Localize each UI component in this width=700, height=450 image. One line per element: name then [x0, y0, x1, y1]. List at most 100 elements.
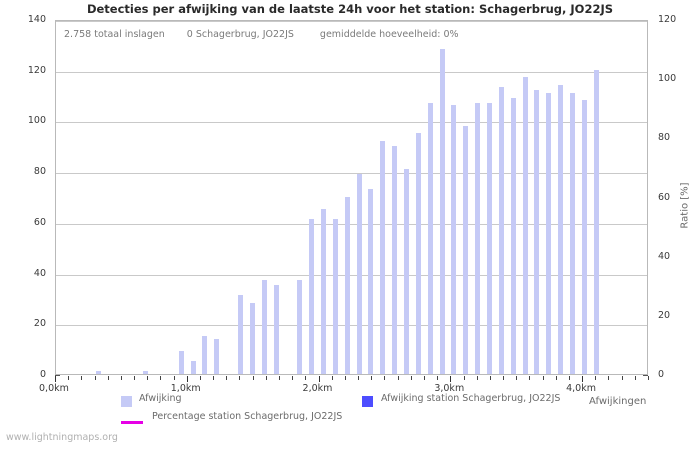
subtitle-average: gemiddelde hoeveelheid: 0%	[319, 29, 459, 40]
bar	[487, 102, 493, 374]
bar	[522, 77, 528, 374]
bar	[415, 133, 421, 374]
gridline	[56, 21, 647, 22]
x-axis-major-tick-mark	[186, 376, 188, 382]
legend-label[interactable]: Afwijking	[139, 393, 182, 404]
legend-color-swatch	[362, 396, 373, 407]
y-axis-left-tick-label: 80	[33, 166, 46, 178]
bar	[190, 361, 196, 374]
bar	[202, 335, 208, 374]
bar	[178, 351, 184, 374]
y-axis-left-tick-label: 140	[27, 14, 46, 25]
x-axis-tick-label: 0,0km	[39, 383, 69, 394]
x-axis-minor-tick-mark	[120, 376, 122, 380]
x-axis-minor-tick-mark	[397, 376, 399, 380]
bar	[297, 280, 303, 374]
y-axis-left-tick-label: 0	[39, 369, 46, 380]
x-axis-tick-label: 1,0km	[170, 383, 201, 394]
bar	[534, 90, 540, 374]
x-axis-major-tick-mark	[450, 376, 452, 382]
x-axis-minor-tick-mark	[555, 376, 557, 380]
bar	[581, 100, 587, 374]
bar	[321, 209, 326, 374]
plot-area: 2.758 totaal inslagen 0 Schagerbrug, JO22…	[55, 20, 648, 375]
x-axis-minor-tick-mark	[371, 376, 373, 380]
y-axis-right-tick-label: 0	[658, 369, 665, 380]
x-axis-major-tick-mark	[582, 376, 584, 382]
y-axis-right-tick-label: 20	[658, 309, 671, 321]
y-axis-right-tick-label: 100	[658, 73, 677, 85]
x-axis-minor-tick-mark	[476, 376, 478, 380]
bar	[368, 188, 374, 374]
x-axis-minor-tick-mark	[634, 376, 636, 380]
bar	[273, 285, 279, 374]
x-axis-minor-tick-mark	[595, 376, 597, 380]
y-axis-right-tick-label: 60	[658, 191, 671, 203]
bar	[439, 49, 445, 374]
bar	[249, 303, 255, 374]
chart-title: Detecties per afwijking van de laatste 2…	[86, 2, 614, 16]
y-axis-right-tick-mark	[643, 375, 648, 376]
gridline	[56, 122, 647, 124]
watermark: www.lightningmaps.org	[6, 432, 118, 443]
bar	[463, 125, 469, 374]
x-axis-major-tick-mark	[318, 376, 320, 382]
x-axis-minor-tick-mark	[437, 376, 439, 380]
x-axis-minor-tick-mark	[384, 376, 386, 380]
x-axis-minor-tick-mark	[410, 376, 412, 380]
x-axis-minor-tick-mark	[529, 376, 531, 380]
bar	[427, 102, 433, 374]
x-axis-minor-tick-mark	[265, 376, 267, 380]
x-axis-minor-tick-mark	[463, 376, 465, 380]
y-axis-right-tick-label: 80	[658, 132, 671, 144]
x-axis-minor-tick-mark	[568, 376, 570, 380]
x-axis-minor-tick-mark	[344, 376, 346, 380]
x-axis-minor-tick-mark	[226, 376, 228, 380]
bar	[332, 219, 338, 374]
x-axis-minor-tick-mark	[147, 376, 149, 380]
y-axis-left-tick-label: 20	[33, 318, 46, 330]
x-axis-major-tick-mark	[55, 376, 56, 382]
y-axis-left-tick-label: 100	[27, 115, 46, 127]
subtitle-station-count: 0 Schagerbrug, JO22JS	[186, 29, 294, 40]
bar-series	[56, 21, 647, 374]
x-axis-minor-tick-mark	[423, 376, 425, 380]
bar	[451, 105, 457, 374]
bar	[237, 295, 243, 374]
bar	[214, 338, 220, 374]
x-axis-minor-tick-mark	[358, 376, 360, 380]
bar	[510, 97, 516, 374]
bar	[475, 102, 481, 374]
legend-label[interactable]: Afwijking station Schagerbrug, JO22JS	[381, 393, 561, 404]
x-axis-tick-label: 3,0km	[434, 383, 465, 394]
x-axis-minor-tick-mark	[134, 376, 136, 380]
x-axis-minor-tick-mark	[199, 376, 201, 380]
legend-line-swatch	[121, 421, 143, 424]
y-axis-left-tick-label: 60	[33, 216, 46, 228]
gridline	[56, 71, 647, 73]
bar	[404, 168, 410, 374]
bar	[356, 173, 362, 374]
y-axis-right-label: Ratio [%]	[679, 182, 691, 229]
x-axis-minor-tick-mark	[81, 376, 83, 380]
bar	[309, 219, 315, 374]
legend-color-swatch	[121, 396, 132, 407]
bar	[570, 92, 576, 374]
bar	[95, 371, 101, 374]
bar	[344, 196, 350, 374]
x-axis-minor-tick-mark	[107, 376, 109, 380]
subtitle-total: 2.758 totaal inslagen	[64, 29, 165, 40]
x-axis-minor-tick-mark	[252, 376, 254, 380]
bar	[498, 87, 504, 374]
bar	[261, 280, 267, 374]
gridline	[56, 223, 647, 225]
gridline	[56, 173, 647, 175]
bar	[380, 140, 386, 374]
chart-subtitle: 2.758 totaal inslagen 0 Schagerbrug, JO22…	[64, 29, 459, 40]
y-axis-left-tick-label: 120	[27, 64, 46, 76]
y-axis-right-tick-label: 40	[658, 250, 671, 262]
x-axis-minor-tick-mark	[173, 376, 175, 380]
legend-label[interactable]: Percentage station Schagerbrug, JO22JS	[152, 411, 343, 422]
y-axis-left-tick-label: 40	[33, 267, 46, 279]
